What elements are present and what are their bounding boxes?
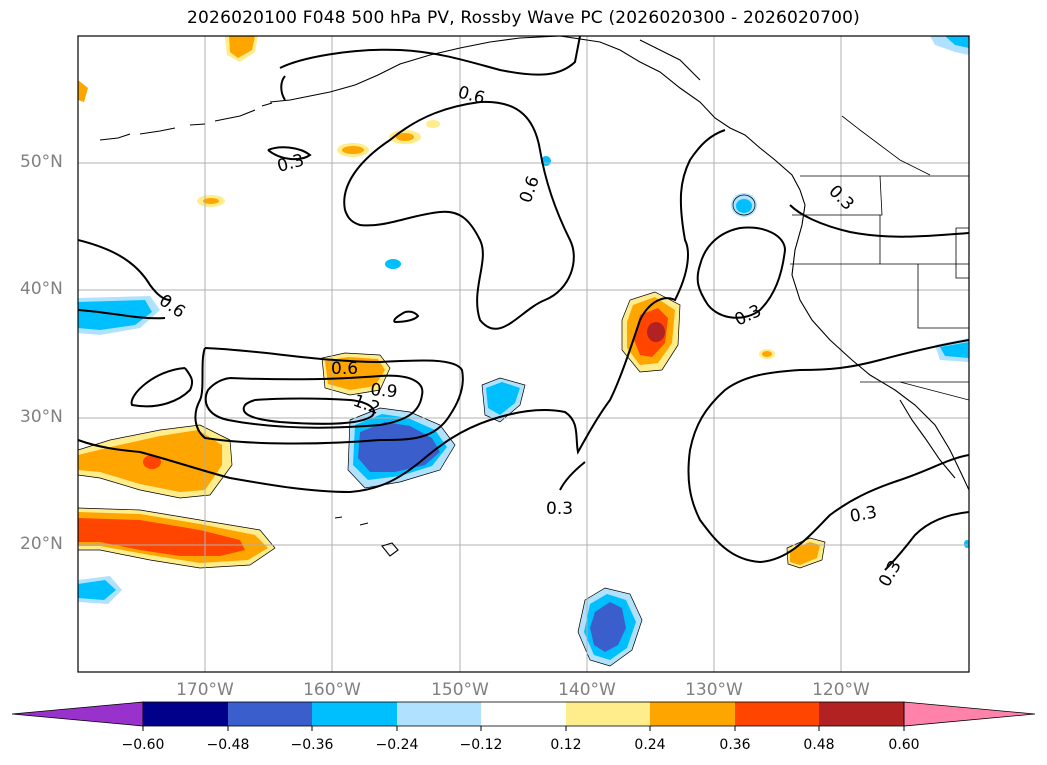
lat-label: 40°N (20, 279, 63, 299)
map-title: 2026020100 F048 500 hPa PV, Rossby Wave … (187, 8, 860, 28)
gridlines (78, 36, 969, 672)
contour-label: 0.3 (875, 557, 906, 590)
contour-label: 0.3 (732, 301, 765, 331)
pv-anomaly-fills (78, 36, 969, 666)
contour-label: 0.3 (546, 499, 573, 519)
colorbar-tick-label: −0.12 (459, 737, 503, 753)
lon-label: 140°W (558, 680, 616, 700)
fill-outlines (78, 194, 826, 667)
colorbar-tick-label: −0.48 (206, 737, 250, 753)
contour-label: 0.9 (370, 380, 399, 402)
contour-label: 0.6 (331, 359, 358, 379)
colorbar-tick-label: −0.24 (375, 737, 419, 753)
lat-label: 30°N (20, 407, 63, 427)
lat-label: 20°N (20, 534, 63, 554)
coastlines (99, 36, 969, 557)
colorbar-tick-label: 0.36 (719, 737, 751, 753)
lon-label: 160°W (303, 680, 361, 700)
contour-label: 0.3 (275, 151, 306, 177)
pv-contours (78, 36, 969, 571)
colorbar-tick-label: 0.24 (634, 737, 666, 753)
lon-label: 120°W (812, 680, 870, 700)
colorbar-tick-label: −0.60 (121, 737, 165, 753)
contour-label: 0.6 (516, 173, 544, 205)
lon-label: 130°W (685, 680, 743, 700)
colorbar (11, 701, 1036, 731)
colorbar-tick-label: 0.48 (803, 737, 835, 753)
lat-label: 50°N (20, 152, 63, 172)
contour-label-group: 0.3 0.6 0.6 0.6 0.6 0.9 1.2 0.3 0.3 0.3 … (155, 83, 906, 591)
lon-label: 150°W (431, 680, 489, 700)
colorbar-tick-label: −0.36 (290, 737, 334, 753)
contour-label: 0.3 (848, 503, 878, 527)
lon-label: 170°W (176, 680, 234, 700)
contour-label: 0.3 (824, 181, 857, 214)
colorbar-tick-label: 0.12 (550, 737, 582, 753)
map-frame (77, 35, 970, 673)
political-borders (790, 115, 969, 401)
colorbar-tick-label: 0.60 (888, 737, 920, 753)
